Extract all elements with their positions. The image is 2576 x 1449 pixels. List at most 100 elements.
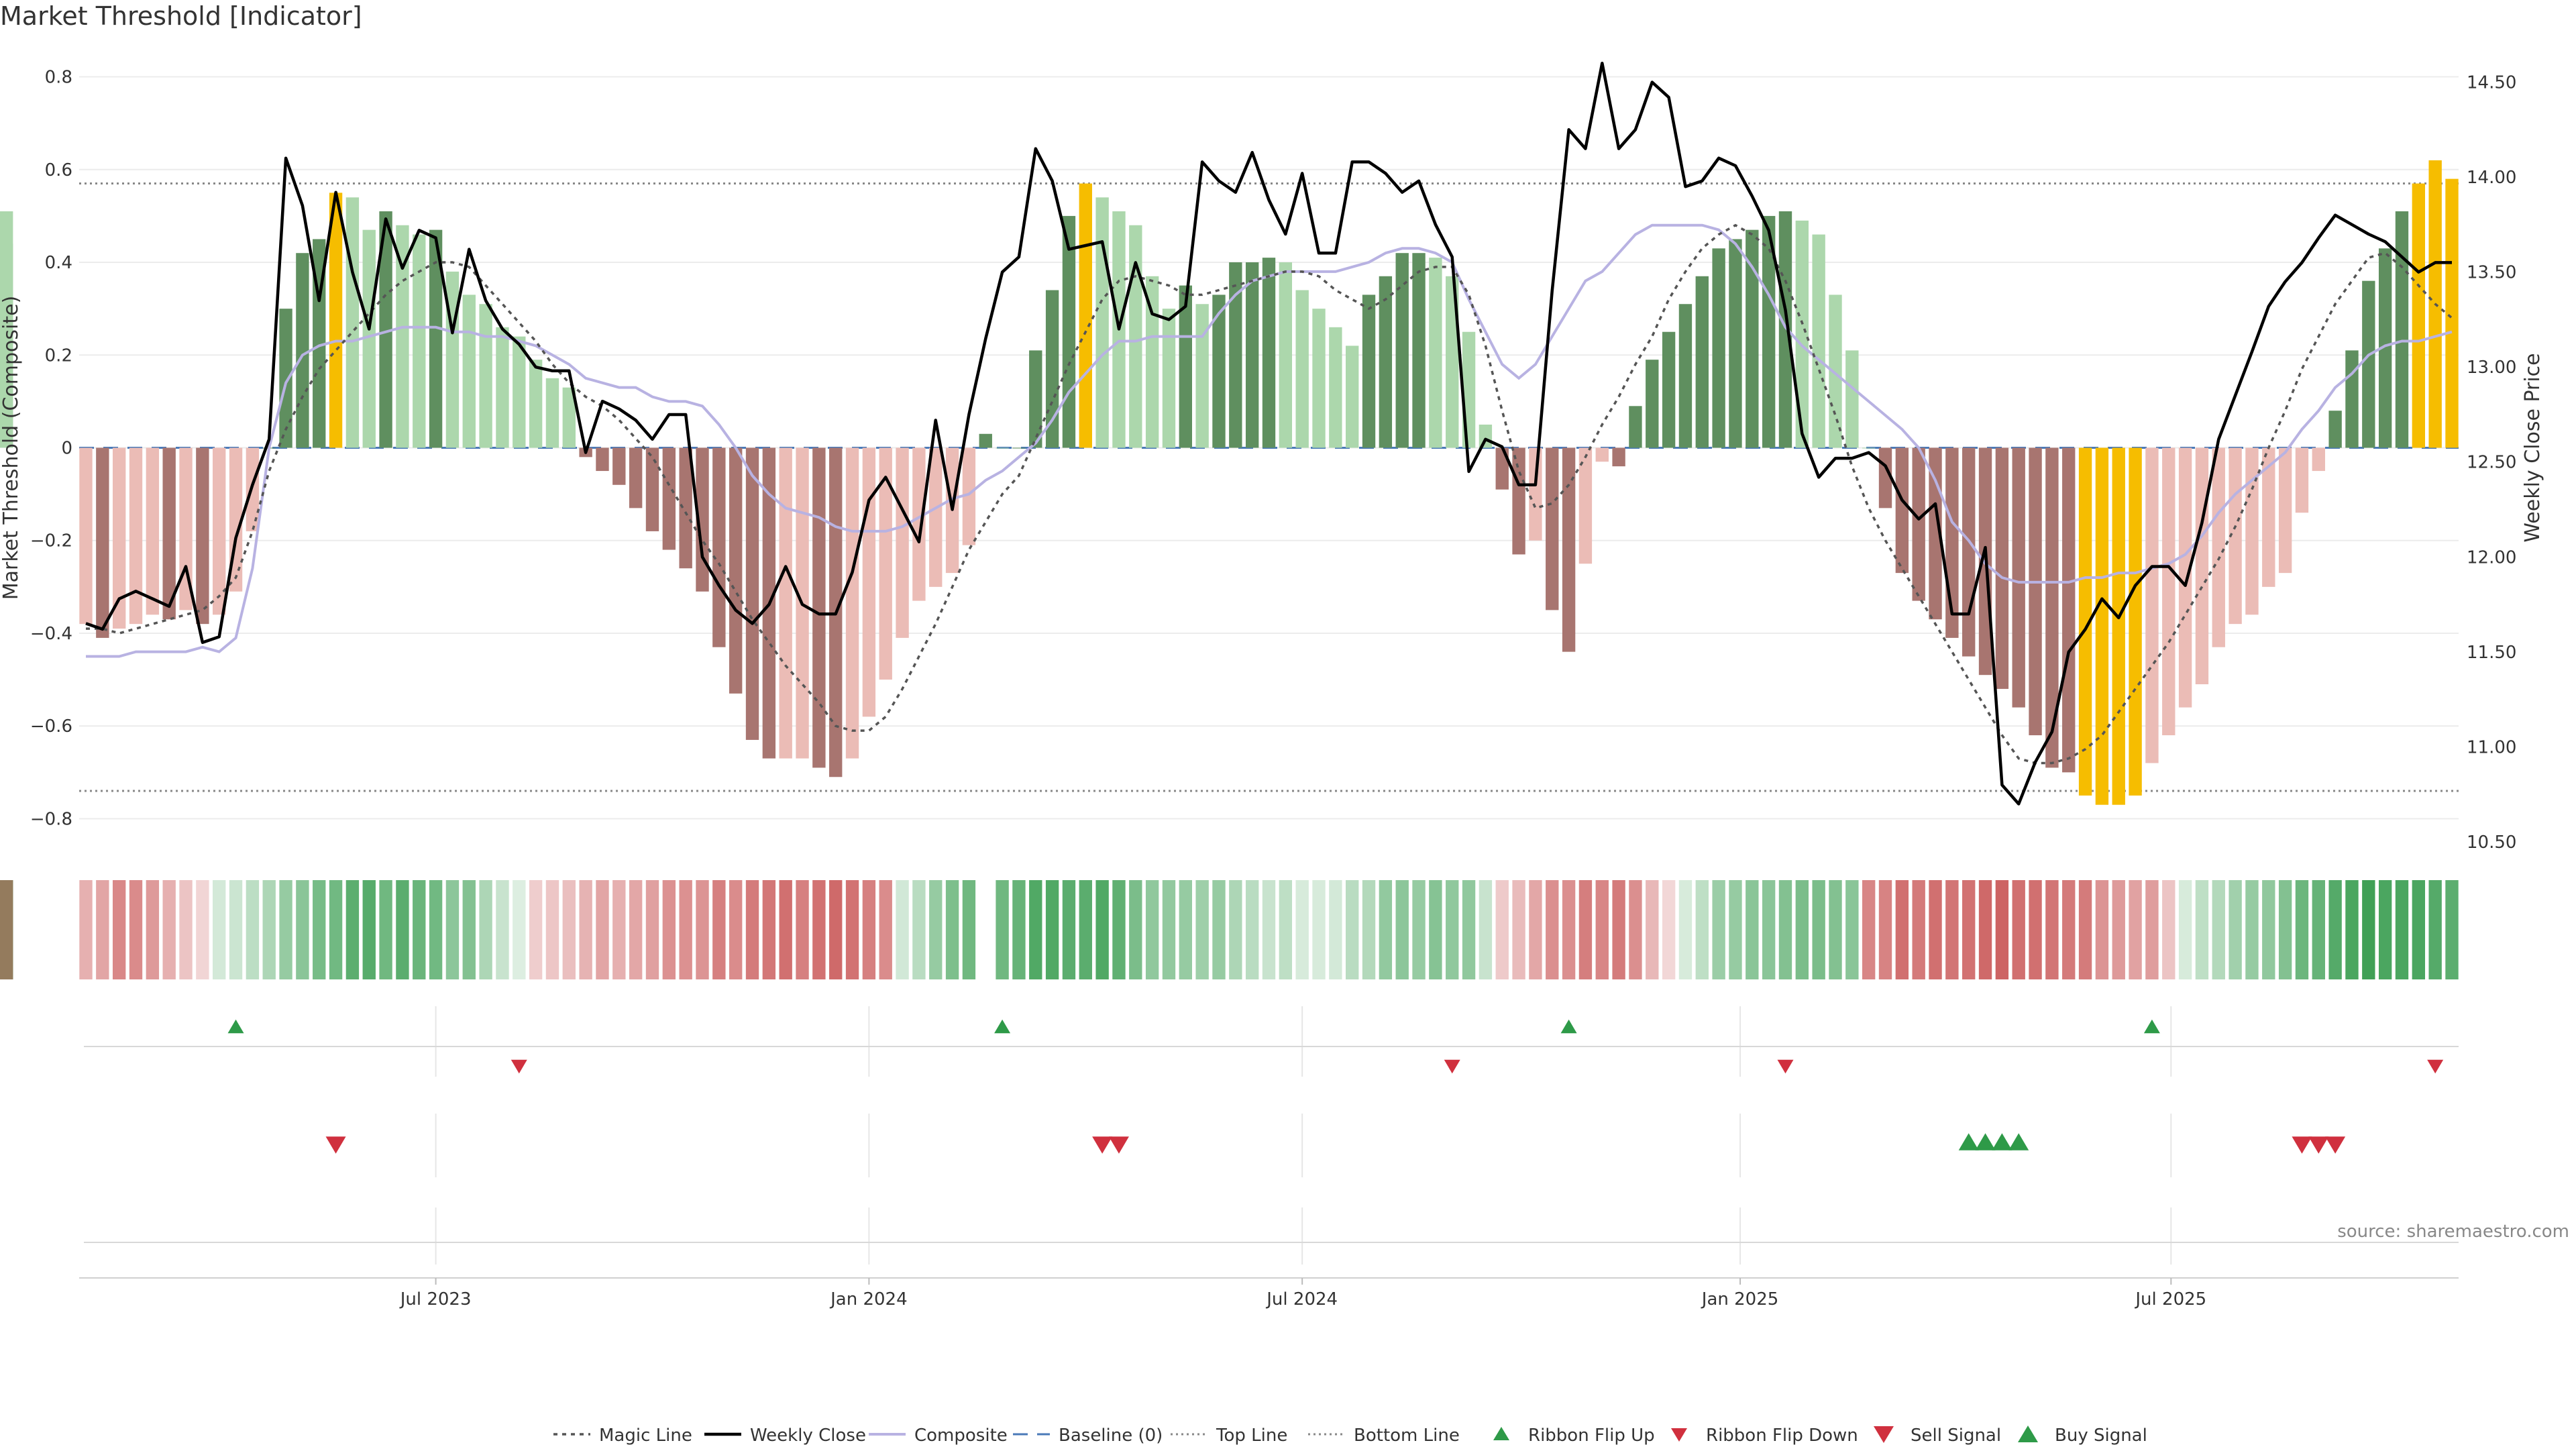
composite-bar [2145, 447, 2159, 763]
composite-bar [1095, 197, 1109, 448]
ribbon-cell [1512, 880, 1525, 979]
legend-label: Ribbon Flip Down [1706, 1426, 1858, 1446]
composite-bar [2312, 447, 2325, 472]
ribbon-cell [2029, 880, 2042, 979]
composite-bar [1145, 276, 1159, 448]
ribbon-cell [445, 880, 460, 979]
composite-bar [1695, 276, 1709, 448]
composite-bar [845, 447, 859, 759]
ribbon-cell [729, 880, 743, 979]
y-tick-label: 0.8 [45, 68, 72, 88]
composite-bar [1512, 447, 1525, 555]
ribbon-cell [1812, 880, 1825, 979]
composite-bar [1762, 215, 1776, 448]
ribbon-cell [2112, 880, 2125, 979]
ribbon-cell [2062, 880, 2076, 979]
composite-bar [146, 447, 160, 615]
composite-bar [896, 447, 909, 638]
composite-bar [379, 211, 392, 448]
ribbon-cell [1862, 880, 1876, 979]
ribbon-cell [1062, 880, 1076, 979]
ribbon-cell [2078, 880, 2092, 979]
axes: 0.8 0.6 0.4 0.2 0 −0.2 −0.4 −0.6 −0.8 14.50 14.00 1… [0, 68, 2544, 853]
ribbon-cell [1829, 880, 1842, 979]
ribbon-cell [1079, 880, 1092, 979]
ribbon-cell [962, 880, 976, 979]
ribbon-cell [579, 880, 592, 979]
ribbon-cell [513, 880, 526, 979]
ribbon-cell [262, 880, 276, 979]
ribbon-cell [1695, 880, 1709, 979]
ribbon-cell [2145, 880, 2159, 979]
ribbon-cell [1362, 880, 1376, 979]
x-tick-label: Jan 2024 [829, 1289, 908, 1309]
composite-bar [745, 447, 759, 740]
y2-tick-label: 14.50 [2467, 72, 2516, 93]
composite-bar [712, 447, 726, 647]
composite-bar [1429, 258, 1442, 448]
y2-tick-label: 12.50 [2467, 453, 2516, 473]
ribbon-cell [79, 880, 93, 979]
ribbon-flip-down-marker [1444, 1059, 1460, 1074]
ribbon-cell [2095, 880, 2109, 979]
ribbon-cell [1262, 880, 1276, 979]
composite-bar [1778, 211, 1792, 448]
composite-bar [496, 327, 509, 448]
buy-signal-marker [1992, 1133, 2012, 1150]
ribbon-cell [1212, 880, 1226, 979]
composite-bar [2378, 248, 2392, 448]
composite-bar [2012, 447, 2025, 708]
composite-bar [413, 234, 426, 448]
ribbon-cell [762, 880, 776, 979]
ribbon-cell [862, 880, 876, 979]
ribbon-cell [745, 880, 759, 979]
ribbon-cell [779, 880, 792, 979]
composite-bar [1479, 424, 1493, 448]
ribbon-cell [196, 880, 209, 979]
composite-bar [1829, 294, 1842, 448]
composite-bar [1312, 309, 1326, 448]
composite-bar [562, 387, 576, 448]
ribbon-flip-down-marker [511, 1059, 527, 1074]
composite-bar [1379, 276, 1393, 448]
y-tick-label: −0.4 [30, 624, 72, 644]
legend-label: Bottom Line [1354, 1426, 1460, 1446]
ribbon-cell [2378, 880, 2392, 979]
composite-bar [545, 378, 559, 448]
composite-bar [345, 197, 360, 448]
ribbon-cell [1029, 880, 1042, 979]
composite-bar [2362, 280, 2375, 448]
ribbon-cell [1612, 880, 1625, 979]
y2-tick-label: 12.00 [2467, 547, 2516, 568]
ribbon-cell [279, 880, 292, 979]
composite-bar [79, 447, 93, 625]
composite-bar [2129, 447, 2142, 796]
ribbon-cell [2345, 880, 2359, 979]
composite-bar [1629, 406, 1642, 448]
source-label: source: sharemaestro.com [2337, 1222, 2569, 1242]
legend-sell-signal-swatch [1874, 1426, 1894, 1443]
ribbon-cell [845, 880, 859, 979]
composite-bar [362, 229, 376, 448]
ribbon-cell [1912, 880, 1925, 979]
ribbon-cell [929, 880, 943, 979]
ribbon-cell [2129, 880, 2142, 979]
ribbon-cell [1929, 880, 1942, 979]
y-tick-label: −0.6 [30, 716, 72, 737]
ribbon-cell [2245, 880, 2259, 979]
ribbon-cell [912, 880, 926, 979]
composite-bar [112, 447, 126, 629]
composite-bar [2178, 447, 2192, 708]
composite-bar [0, 369, 13, 448]
ribbon-cell [1179, 880, 1192, 979]
ribbon-cell [112, 880, 126, 979]
ribbon-cell [2312, 880, 2325, 979]
composite-bar [679, 447, 692, 569]
ribbon-cell [1529, 880, 1542, 979]
composite-bar [1612, 447, 1625, 467]
composite-bar [779, 447, 792, 759]
ribbon-cell [1479, 880, 1493, 979]
y2-axis-label: Weekly Close Price [2521, 353, 2544, 542]
legend-label: Ribbon Flip Up [1528, 1426, 1655, 1446]
composite-bar [1912, 447, 1925, 601]
